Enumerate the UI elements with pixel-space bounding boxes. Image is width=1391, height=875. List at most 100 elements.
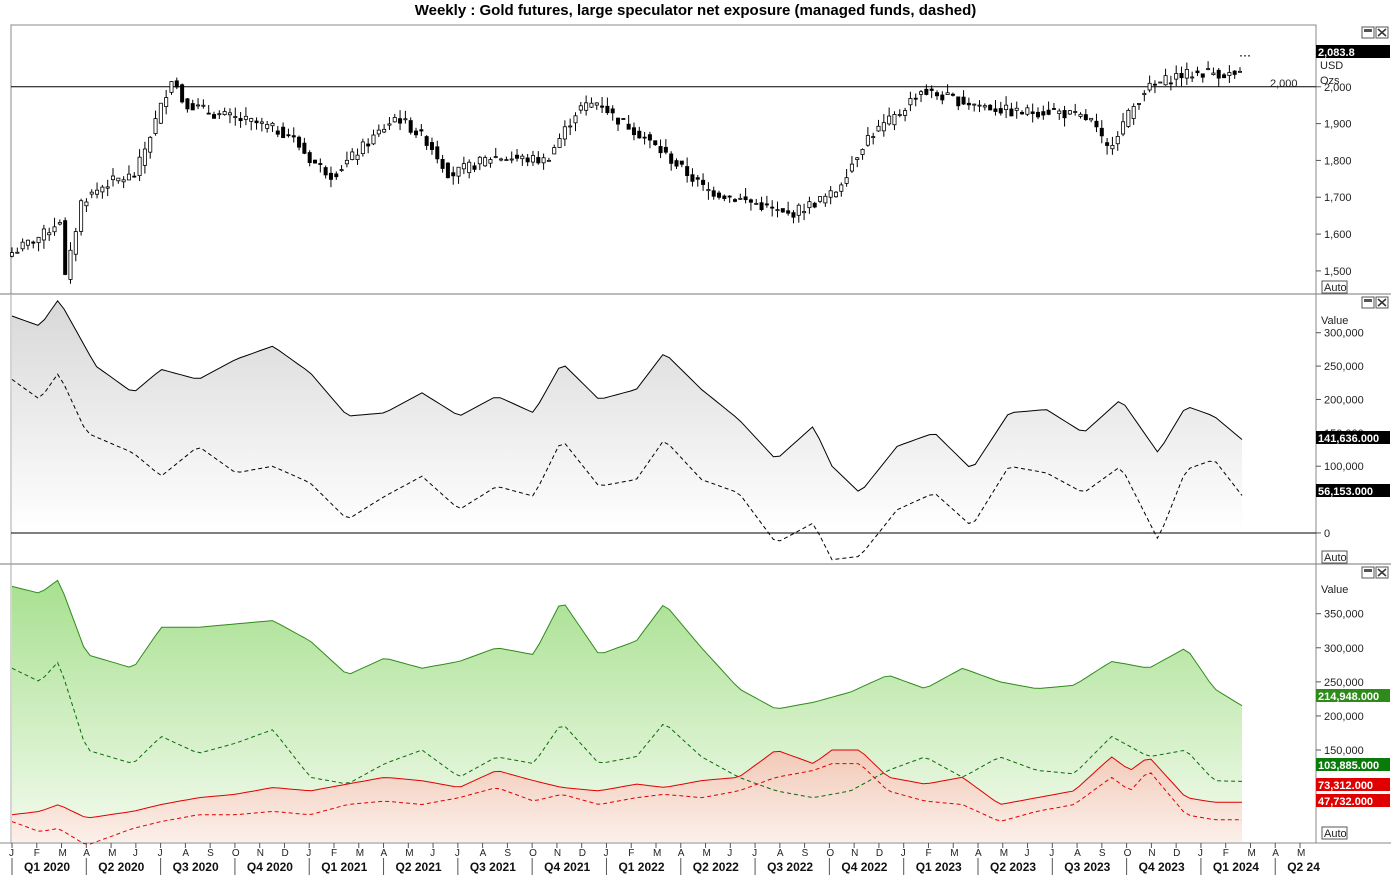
pos-auto-button[interactable]: Auto bbox=[1321, 826, 1348, 840]
x-quarter-label: Q3 2021 bbox=[470, 860, 516, 874]
x-month-label: F bbox=[925, 848, 931, 859]
x-month-label: D bbox=[579, 848, 586, 859]
svg-text:Auto: Auto bbox=[1324, 828, 1347, 840]
candle-body bbox=[616, 117, 621, 125]
candle-body bbox=[573, 115, 578, 124]
panel-controls-net[interactable] bbox=[1361, 296, 1389, 309]
x-quarter-label: Q3 2020 bbox=[173, 860, 219, 874]
candle-body bbox=[355, 154, 360, 160]
close-icon-glyph bbox=[1377, 28, 1387, 37]
y-tick-label: 0 bbox=[1324, 528, 1330, 540]
long-total-area bbox=[12, 580, 1242, 842]
candle-body bbox=[796, 204, 801, 216]
candle-body bbox=[764, 203, 769, 206]
candle-body bbox=[600, 105, 605, 108]
candle-body bbox=[589, 102, 594, 108]
candle-body bbox=[961, 96, 966, 105]
candle-body bbox=[631, 127, 636, 136]
close-icon-glyph bbox=[1377, 568, 1387, 577]
svg-text:56,153.000: 56,153.000 bbox=[1318, 486, 1373, 498]
x-month-label: S bbox=[802, 848, 809, 859]
candle-body bbox=[1078, 113, 1083, 117]
candle-body bbox=[1009, 108, 1014, 117]
candle-body bbox=[775, 209, 780, 212]
candle-body bbox=[403, 118, 408, 121]
candle-body bbox=[89, 191, 94, 195]
candle-body bbox=[1062, 110, 1067, 119]
panel-controls-price[interactable] bbox=[1361, 26, 1389, 39]
candle-body bbox=[376, 129, 381, 135]
price-unit-label-2: Ozs bbox=[1320, 75, 1340, 87]
x-month-label: A bbox=[1272, 848, 1279, 859]
candle-body bbox=[626, 123, 631, 130]
candle-body bbox=[791, 212, 796, 218]
candle-body bbox=[111, 175, 116, 181]
x-month-label: M bbox=[108, 848, 116, 859]
x-month-label: M bbox=[1297, 848, 1305, 859]
y-tick-label: 150,000 bbox=[1324, 745, 1364, 757]
candle-body bbox=[669, 153, 674, 164]
restore-icon[interactable] bbox=[1361, 296, 1375, 309]
candle-body bbox=[562, 126, 567, 140]
net-total-tag: 141,636.000 bbox=[1316, 431, 1390, 445]
net-auto-button[interactable]: Auto bbox=[1321, 550, 1348, 564]
candle-body bbox=[908, 98, 913, 106]
candle-body bbox=[1025, 107, 1030, 115]
panel-controls-pos[interactable] bbox=[1361, 566, 1389, 579]
candle-body bbox=[435, 146, 440, 160]
candle-body bbox=[318, 163, 323, 165]
y-tick-label: 100,000 bbox=[1324, 461, 1364, 473]
x-month-label: N bbox=[1148, 848, 1155, 859]
candle-body bbox=[100, 186, 105, 193]
restore-icon[interactable] bbox=[1361, 26, 1375, 39]
candle-body bbox=[116, 177, 121, 182]
candle-body bbox=[63, 220, 68, 275]
candle-body bbox=[860, 149, 865, 155]
x-month-label: J bbox=[752, 848, 757, 859]
candle-body bbox=[812, 202, 817, 208]
candle-body bbox=[520, 155, 525, 160]
candle-body bbox=[1020, 111, 1025, 115]
candle-body bbox=[621, 118, 626, 120]
x-month-label: M bbox=[1000, 848, 1008, 859]
candle-body bbox=[387, 123, 392, 126]
x-month-label: M bbox=[1247, 848, 1255, 859]
candle-body bbox=[568, 125, 573, 128]
net-total-line bbox=[11, 299, 1243, 492]
candle-body bbox=[174, 80, 179, 88]
candle-body bbox=[530, 155, 535, 163]
x-month-label: D bbox=[876, 848, 883, 859]
candle-body bbox=[770, 206, 775, 209]
candle-body bbox=[286, 134, 291, 137]
candle-body bbox=[275, 130, 280, 135]
x-month-label: M bbox=[950, 848, 958, 859]
candle-body bbox=[892, 114, 897, 126]
candle-body bbox=[1004, 104, 1009, 111]
candle-body bbox=[57, 222, 62, 225]
candle-body bbox=[732, 199, 737, 202]
candle-body bbox=[451, 172, 456, 177]
candle-body bbox=[887, 115, 892, 125]
x-month-label: A bbox=[83, 848, 90, 859]
candle-body bbox=[254, 120, 259, 124]
svg-text:141,636.000: 141,636.000 bbox=[1318, 433, 1379, 445]
level-2000-label: 2,000 bbox=[1270, 78, 1298, 90]
short-total-area bbox=[12, 750, 1242, 842]
candle-body bbox=[408, 120, 413, 133]
x-month-label: N bbox=[554, 848, 561, 859]
x-month-label: D bbox=[281, 848, 288, 859]
restore-icon[interactable] bbox=[1361, 566, 1375, 579]
candle-body bbox=[477, 156, 482, 165]
x-month-label: F bbox=[1223, 848, 1229, 859]
x-month-label: J bbox=[727, 848, 732, 859]
candle-body bbox=[68, 249, 73, 280]
candle-body bbox=[169, 81, 174, 93]
y-tick-label: 1,600 bbox=[1324, 229, 1352, 241]
price-auto-button[interactable]: Auto bbox=[1321, 280, 1348, 294]
candle-body bbox=[339, 169, 344, 172]
y-tick-label: 1,900 bbox=[1324, 119, 1352, 131]
candle-body bbox=[897, 114, 902, 116]
candle-body bbox=[249, 118, 254, 122]
